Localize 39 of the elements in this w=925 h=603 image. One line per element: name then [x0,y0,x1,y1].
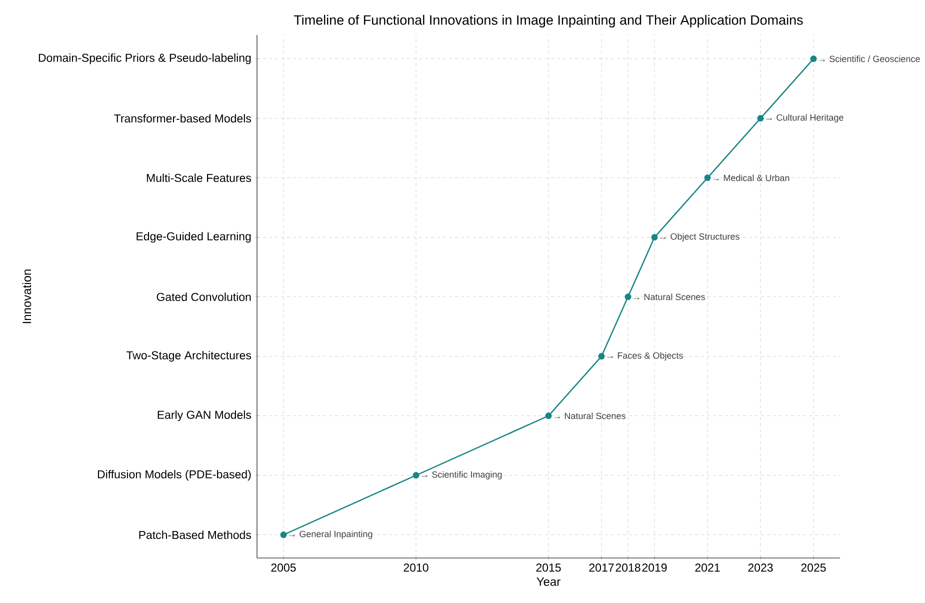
y-tick-label: Diffusion Models (PDE-based) [98,470,251,481]
point [810,56,817,62]
y-tick-label: Patch-Based Methods [139,530,252,540]
annotation: → Cultural Heritage [766,114,844,122]
annotation: → Object Structures [660,233,740,242]
y-axis-title: Innovation [22,270,32,324]
annotation: → Natural Scenes [634,293,705,300]
y-tick-label: Early GAN Models [158,410,252,422]
x-tick-label: 2023 [748,564,773,572]
x-tick-label: 2017 [589,564,614,572]
annotation: → Scientific / Geoscience [820,55,920,62]
annotation: → Scientific Imaging [422,471,502,480]
point [624,294,632,300]
x-tick-label: 2005 [271,564,296,572]
point [598,353,605,360]
x-tick-label: 2018 [616,564,640,572]
annotation: → General Inpainting [290,530,372,539]
annotation: → Faces & Objects [608,352,683,360]
x-tick-label: 2021 [695,564,720,572]
annotation: → Natural Scenes [554,412,626,420]
x-tick-label: 2025 [801,564,826,572]
point [545,412,552,420]
y-tick-label: Two-Stage Architectures [126,350,252,362]
y-tick-label: Transformer-based Models [114,114,252,123]
y-tick-label: Multi-Scale Features [146,174,252,182]
annotation: → Medical & Urban [714,174,790,182]
point [280,532,287,538]
y-tick-label: Domain-Specific Priors & Pseudo-labeling [38,53,251,64]
x-tick-label: 2019 [642,564,667,572]
point [704,174,711,182]
chart-title: Timeline of Functional Innovations in Image Inpainting and Their Application Domains [294,14,803,28]
point [651,234,658,241]
x-tick-label: 2015 [536,564,561,572]
x-axis-title: Year [536,578,560,586]
x-tick-label: 2010 [404,564,428,572]
point [757,115,764,122]
point [412,472,420,479]
y-tick-label: Edge-Guided Learning [136,232,251,243]
y-tick-label: Gated Convolution [156,292,251,302]
